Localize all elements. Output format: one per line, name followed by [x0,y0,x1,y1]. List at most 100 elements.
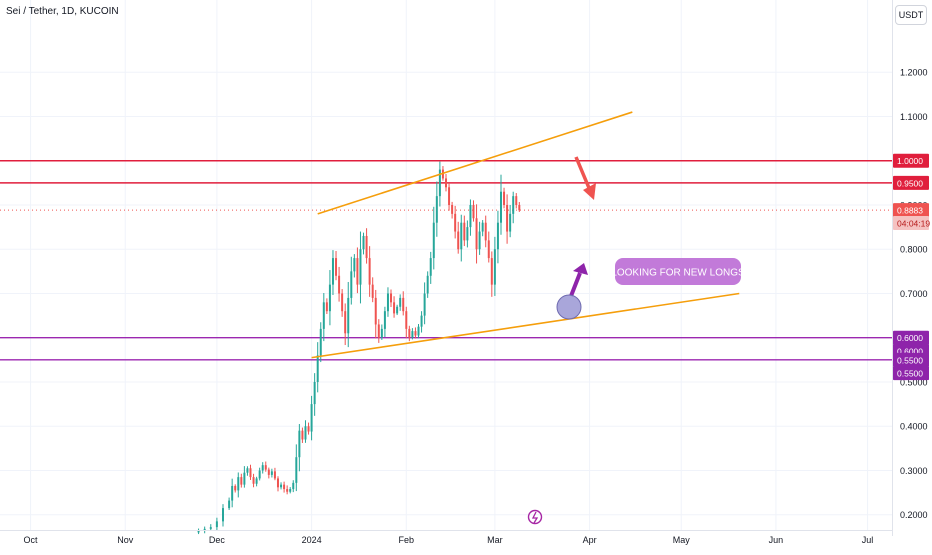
last-price-label: 0.8883 [897,206,923,216]
candle-up [203,528,206,531]
candle-down [276,478,279,488]
candle-down [506,204,509,232]
x-tick-label: Feb [399,535,415,545]
candle-up [512,196,515,214]
y-tick-label: 0.2000 [900,510,928,520]
x-tick-label: Oct [24,535,39,545]
x-tick-label: May [673,535,691,545]
candle-down [487,240,490,259]
candle-up [466,227,469,241]
candle-up [295,457,298,483]
candle-up [228,500,231,509]
candle-down [273,471,276,479]
candle-up [386,293,389,312]
candle-down [454,213,457,232]
candle-down [240,477,243,485]
candle-down [377,324,380,338]
grid-lines [0,0,892,530]
price-axis[interactable]: 0.2000 0.3000 0.4000 0.5000 0.6000 0.7000 0.80… [892,0,932,550]
candle-up [469,204,472,228]
up-arrow-shaft [569,272,582,297]
x-tick-label: Jun [769,535,784,545]
candle-down [472,204,475,219]
candle-down [365,235,368,259]
candle-up [383,311,386,329]
candle-up [261,465,264,471]
candle-up [496,222,499,250]
candle-down [445,178,447,188]
candle-up [304,426,307,440]
candle-down [338,275,341,294]
candle-down [515,196,518,205]
candle-up [353,258,356,272]
candle-up [322,302,325,329]
candlesticks [197,161,521,535]
down-arrow-icon [583,183,596,200]
support-price-label-bg [893,330,929,345]
countdown-label: 04:04:19 [897,219,930,229]
lower-channel-line[interactable] [311,292,740,359]
candle-up [246,468,249,473]
callout-text: LOOKING FOR NEW LONGS [611,268,745,279]
time-axis[interactable]: Oct Nov Dec 2024 Feb Mar Apr May Jun Jul [0,530,892,546]
candle-up [460,222,463,250]
candle-down [503,191,506,205]
up-arrow-icon [573,263,588,275]
candle-down [234,485,237,491]
lightning-icon [531,511,539,524]
price-axis-background [892,0,932,550]
candle-down [252,477,255,484]
candle-up [328,284,331,312]
candle-up [319,328,322,356]
resistance-price-label: 1.0000 [897,156,923,166]
y-tick-label: 1.1000 [900,112,928,122]
candle-down [307,426,310,432]
candle-down [402,297,405,312]
candle-up [481,222,484,232]
candle-up [432,222,435,259]
candle-down [518,204,521,211]
candle-up [493,249,496,285]
candle-up [420,315,423,327]
candle-down [368,258,371,285]
candle-up [509,213,512,232]
candle-down [463,222,466,241]
candle-down [475,218,478,250]
candle-up [359,249,362,285]
candle-down [356,258,359,285]
candle-down [371,284,374,298]
flash-icon[interactable] [527,509,543,525]
candle-up [429,258,432,276]
y-tick-label: 0.5000 [900,377,928,387]
y-tick-label: 0.8000 [900,245,928,255]
candle-up [316,355,319,382]
support-price-label-bg [893,366,929,381]
y-tick-label: 0.3000 [900,466,928,476]
upper-channel-line[interactable] [317,111,633,215]
candle-down [249,468,252,478]
candle-down [390,293,393,303]
candle-down [264,465,267,470]
support-price-label: 0.5500 [897,355,923,365]
candle-down [341,293,344,312]
y-tick-label: 1.2000 [900,68,928,78]
candle-down [335,258,338,276]
callout-box[interactable] [615,258,741,285]
support-price-label: 0.5500 [897,369,923,379]
x-tick-label: Mar [487,535,503,545]
currency-button[interactable]: USDT [895,5,927,25]
candle-up [380,328,383,338]
candle-up [478,231,481,250]
candle-up [362,235,365,250]
x-tick-label: Dec [209,535,226,545]
candle-up [209,527,212,529]
countdown-label-bg [893,216,929,230]
x-tick-label: Apr [583,535,597,545]
candle-up [438,169,441,197]
candle-up [423,293,426,316]
candle-down [448,187,451,205]
candle-up [313,381,316,405]
target-circle-icon [556,294,582,320]
